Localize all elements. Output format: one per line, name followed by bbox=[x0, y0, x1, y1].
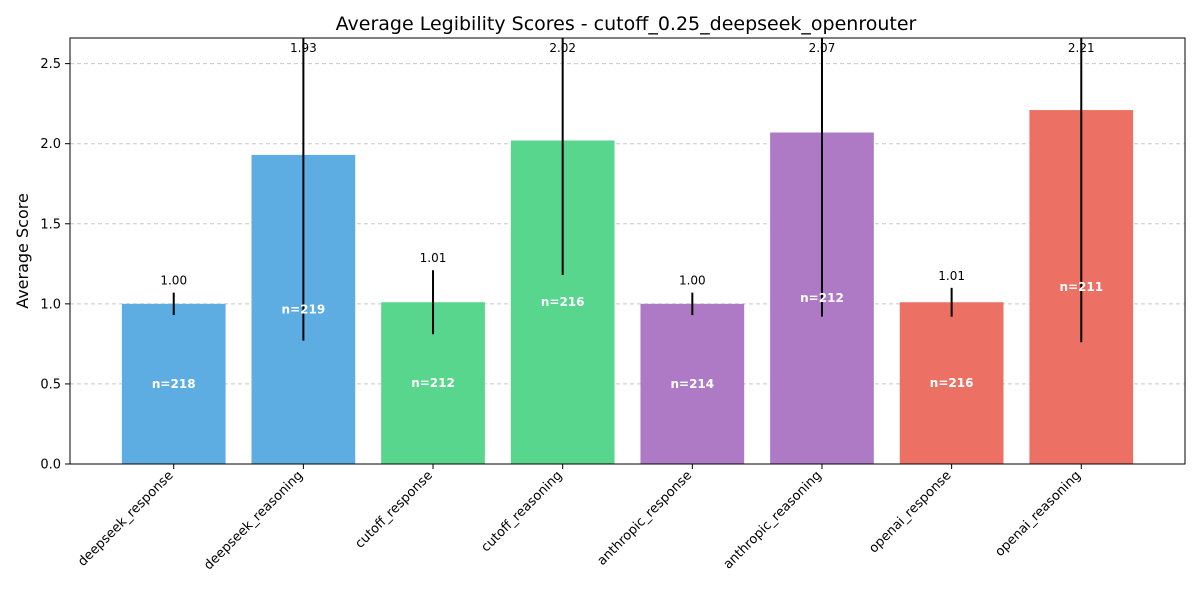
x-axis-ticks: deepseek_response deepseek_reasoning cutof… bbox=[75, 464, 1084, 573]
n-label: n=218 bbox=[152, 377, 196, 391]
n-label: n=216 bbox=[541, 295, 585, 309]
x-tick-label: openai_response bbox=[866, 468, 954, 556]
x-tick-label: deepseek_response bbox=[75, 468, 176, 569]
gridlines bbox=[70, 63, 1185, 385]
x-tick-label: anthropic_response bbox=[595, 468, 695, 568]
x-tick-label: cutoff_response bbox=[352, 468, 435, 551]
n-label: n=211 bbox=[1059, 280, 1103, 294]
value-label: 2.07 bbox=[809, 41, 836, 55]
value-label: 2.21 bbox=[1068, 41, 1095, 55]
value-label: 2.02 bbox=[549, 41, 576, 55]
x-tick-label: anthropic_reasoning bbox=[721, 468, 825, 572]
y-tick-label: 2.5 bbox=[40, 57, 61, 72]
x-tick-label: cutoff_reasoning bbox=[479, 468, 566, 555]
value-label: 1.01 bbox=[420, 251, 447, 265]
value-label: 1.93 bbox=[290, 41, 317, 55]
x-tick-label: openai_reasoning bbox=[992, 468, 1084, 560]
n-label: n=219 bbox=[282, 302, 326, 316]
n-label: n=214 bbox=[670, 377, 714, 391]
bar bbox=[640, 303, 745, 464]
bars bbox=[121, 110, 1134, 465]
y-tick-label: 1.5 bbox=[40, 217, 61, 232]
y-axis-label: Average Score bbox=[13, 193, 32, 309]
y-axis-ticks: 0.0 0.5 1.0 1.5 2.0 2.5 bbox=[40, 57, 70, 473]
error-bars bbox=[172, 38, 1083, 343]
x-tick-label: deepseek_reasoning bbox=[201, 468, 306, 573]
value-label: 1.01 bbox=[938, 269, 965, 283]
value-label: 1.00 bbox=[160, 274, 187, 288]
y-tick-label: 2.0 bbox=[40, 137, 61, 152]
y-tick-label: 1.0 bbox=[40, 297, 61, 312]
value-label: 1.00 bbox=[679, 274, 706, 288]
data-labels: 1.00 n=218 1.93 n=219 1.01 n=212 2.02 n=216 1.00… bbox=[152, 41, 1103, 391]
plot-frame bbox=[69, 37, 1186, 465]
n-label: n=212 bbox=[800, 291, 844, 305]
bar bbox=[121, 303, 226, 464]
n-label: n=216 bbox=[930, 376, 974, 390]
y-tick-label: 0.5 bbox=[40, 377, 61, 392]
bar bbox=[899, 302, 1004, 464]
chart-title: Average Legibility Scores - cutoff_0.25_… bbox=[336, 13, 917, 35]
y-tick-label: 0.0 bbox=[40, 458, 61, 473]
n-label: n=212 bbox=[411, 376, 455, 390]
